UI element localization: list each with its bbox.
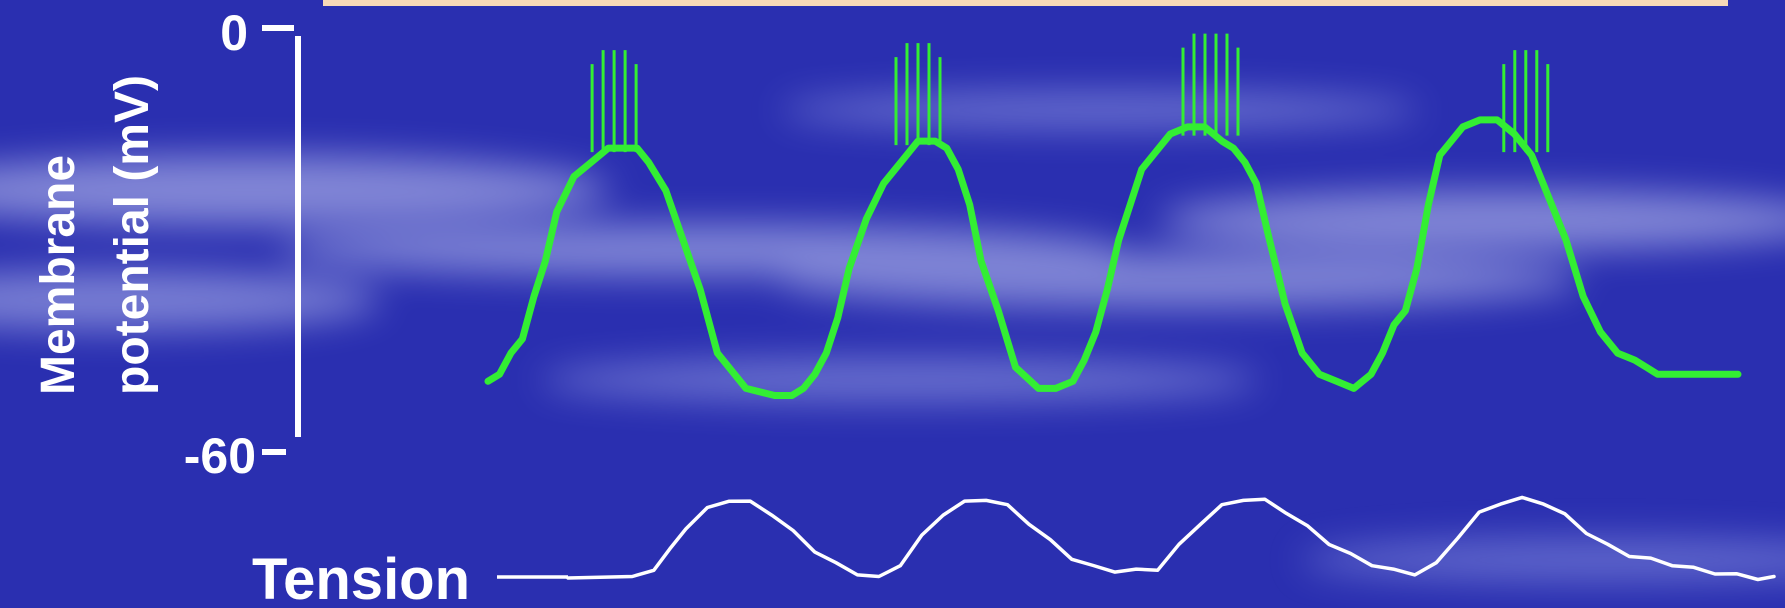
membrane-potential-trace [484, 116, 1742, 399]
y-axis-title-line1: Membrane [32, 155, 85, 395]
y-tick-label-top: 0 [220, 5, 248, 61]
y-axis [262, 25, 301, 455]
y-tick-label-bottom: -60 [184, 428, 256, 484]
tension-label: Tension [252, 547, 470, 608]
header-bar [323, 0, 1728, 6]
y-axis-title-line2: potential (mV) [106, 75, 159, 395]
tension-trace [566, 495, 1776, 582]
spike-bursts [590, 33, 1550, 153]
